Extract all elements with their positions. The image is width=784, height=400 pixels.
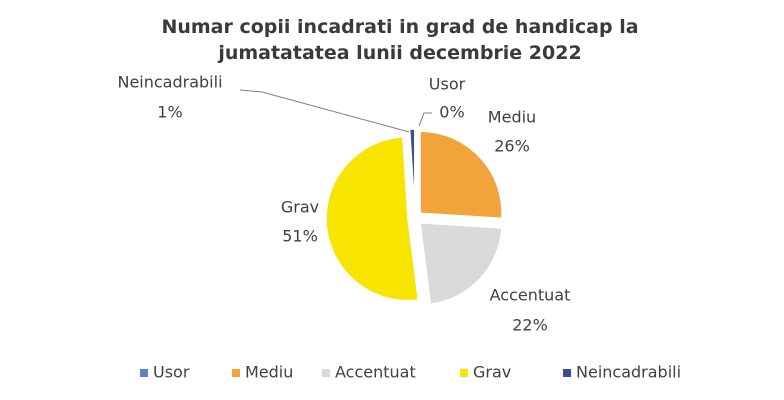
leader-line <box>418 112 432 127</box>
slice-label: Usor <box>429 75 466 94</box>
legend-swatch <box>140 369 148 377</box>
pie-slice <box>408 128 416 212</box>
slice-value-label: 0% <box>439 103 464 122</box>
legend-label: Neincadrabili <box>576 363 681 382</box>
slice-value-label: 51% <box>282 227 318 246</box>
chart-title: Numar copii incadrati in grad de handica… <box>161 16 639 64</box>
slice-value-label: 1% <box>157 103 182 122</box>
legend-label: Usor <box>153 363 190 382</box>
slice-label: Mediu <box>488 108 536 127</box>
legend-swatch <box>563 369 571 377</box>
legend-swatch <box>460 369 468 377</box>
pie-slice <box>419 221 503 305</box>
legend-label: Mediu <box>245 363 293 382</box>
slice-value-label: 26% <box>494 137 530 156</box>
slice-label: Neincadrabili <box>117 73 222 92</box>
slice-label: Accentuat <box>490 286 571 305</box>
pie-slice <box>419 130 503 220</box>
slice-value-label: 22% <box>512 316 548 335</box>
pie-slice <box>325 136 420 302</box>
legend-swatch <box>232 369 240 377</box>
legend-swatch <box>322 369 330 377</box>
leader-line <box>239 89 414 134</box>
legend-label: Accentuat <box>335 363 416 382</box>
legend-label: Grav <box>473 363 511 382</box>
slice-label: Grav <box>281 198 319 217</box>
